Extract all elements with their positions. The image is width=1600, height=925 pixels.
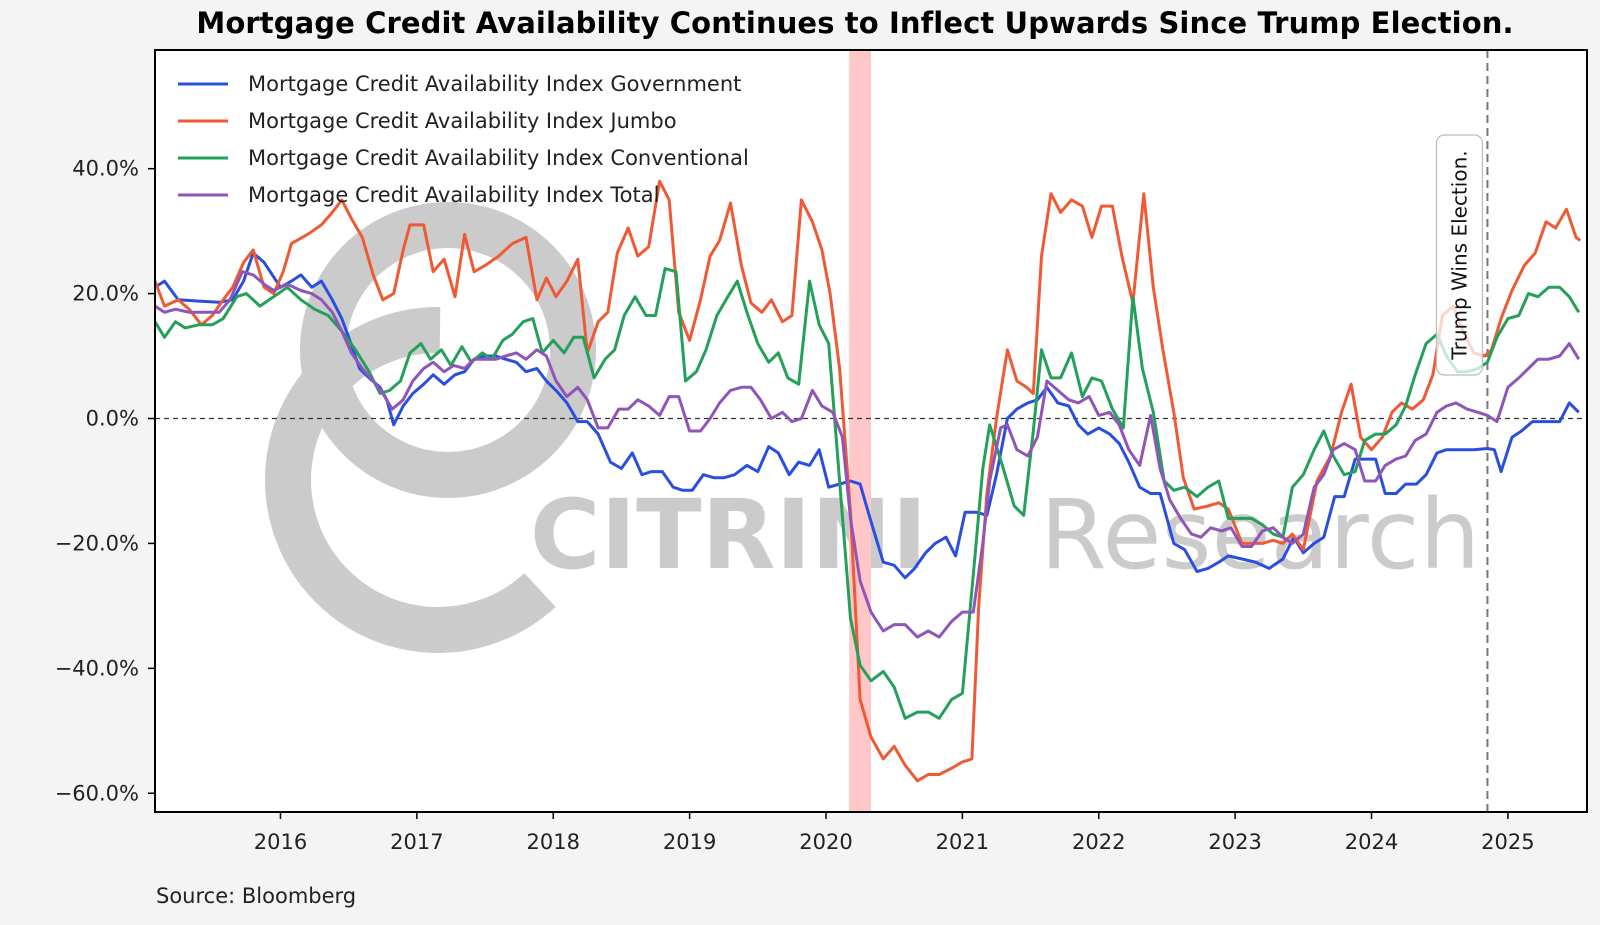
x-tick-label: 2020 [799,830,852,854]
watermark-ring-icon [300,202,596,498]
legend-item-conventional: Mortgage Credit Availability Index Conve… [178,146,749,170]
legend-item-jumbo: Mortgage Credit Availability Index Jumbo [178,109,677,133]
legend-label: Mortgage Credit Availability Index Total [248,183,659,207]
x-tick-label: 2023 [1208,830,1261,854]
series-line-conventional [153,267,1581,720]
legend-label: Mortgage Credit Availability Index Conve… [248,146,749,170]
plot-frame [154,49,1588,813]
legend-label: Mortgage Credit Availability Index Jumbo [248,109,677,133]
legend: Mortgage Credit Availability Index Gover… [178,72,749,207]
x-tick-label: 2021 [936,830,989,854]
legend-label: Mortgage Credit Availability Index Gover… [248,72,741,96]
series-line-total [154,270,1581,639]
x-tick-label: 2016 [254,830,307,854]
legend-item-total: Mortgage Credit Availability Index Total [178,183,659,207]
x-tick-label: 2019 [663,830,716,854]
y-tick-label: 20.0% [72,282,139,306]
x-tick-label: 2017 [390,830,443,854]
x-axis: 2016 2017 2018 2019 2020 2021 2022 2023 2024 2025 [254,812,1535,854]
event-label-group: Trump Wins Election. [1435,134,1484,376]
series-line-government [154,251,1580,580]
series-layer [153,179,1582,783]
y-axis: −60.0% −40.0% −20.0% 0.0% 20.0% 40.0% [55,157,155,805]
source-note: Source: Bloomberg [156,884,357,908]
chart-title: Mortgage Credit Availability Continues t… [196,6,1514,40]
y-tick-label: −20.0% [55,531,139,555]
y-tick-label: 40.0% [72,157,139,181]
x-tick-label: 2022 [1072,830,1125,854]
x-tick-label: 2024 [1345,830,1398,854]
x-tick-label: 2018 [527,830,580,854]
series-line-jumbo [153,179,1582,783]
event-label-box [1435,134,1484,376]
event-label: Trump Wins Election. [1447,150,1471,360]
legend-item-government: Mortgage Credit Availability Index Gover… [178,72,741,96]
x-tick-label: 2025 [1481,830,1534,854]
y-tick-label: −40.0% [55,656,139,680]
y-tick-label: 0.0% [86,407,139,431]
y-tick-label: −60.0% [55,781,139,805]
